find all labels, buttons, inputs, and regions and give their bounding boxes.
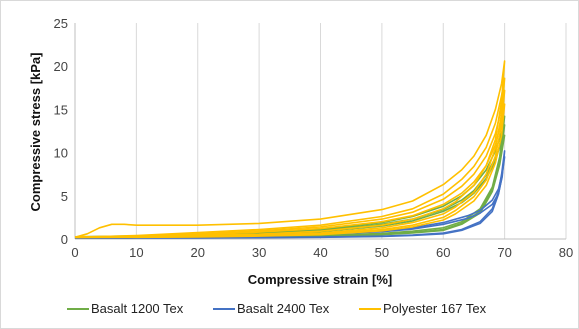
x-tick-label: 50: [375, 245, 389, 260]
legend-label: Polyester 167 Tex: [383, 301, 487, 316]
series-curve: [74, 103, 506, 239]
legend-item: Polyester 167 Tex: [359, 301, 487, 316]
y-tick-label: 15: [54, 102, 68, 117]
legend-item: Basalt 2400 Tex: [213, 301, 330, 316]
series-curve: [74, 134, 506, 239]
x-tick-label: 0: [71, 245, 78, 260]
tick-labels: 0 10 20 30 40 50 60 70 80 0 5 10 15 20 25: [54, 16, 574, 260]
y-tick-label: 20: [54, 59, 68, 74]
y-tick-label: 10: [54, 146, 68, 161]
x-axis-title: Compressive strain [%]: [248, 272, 393, 287]
x-tick-label: 20: [191, 245, 205, 260]
y-tick-label: 25: [54, 16, 68, 31]
x-tick-label: 30: [252, 245, 266, 260]
gridlines: [135, 23, 567, 239]
series-basalt-1200-tex: [74, 115, 506, 239]
y-tick-label: 0: [61, 232, 68, 247]
x-tick-label: 40: [313, 245, 327, 260]
legend-label: Basalt 1200 Tex: [91, 301, 184, 316]
axes: [74, 23, 566, 240]
plot-area-series: [74, 60, 506, 239]
series-curve: [74, 89, 506, 239]
x-tick-label: 80: [559, 245, 573, 260]
y-axis-title: Compressive stress [kPa]: [28, 53, 43, 212]
legend: Basalt 1200 Tex Basalt 2400 Tex Polyester …: [67, 301, 487, 316]
legend-item: Basalt 1200 Tex: [67, 301, 184, 316]
series-polyester-167-tex: [74, 60, 506, 239]
legend-label: Basalt 2400 Tex: [237, 301, 330, 316]
series-curve: [74, 60, 506, 239]
series-curve: [74, 77, 506, 239]
x-tick-label: 10: [129, 245, 143, 260]
x-tick-label: 70: [497, 245, 511, 260]
x-tick-label: 60: [436, 245, 450, 260]
y-tick-label: 5: [61, 189, 68, 204]
series-curve: [74, 115, 506, 239]
